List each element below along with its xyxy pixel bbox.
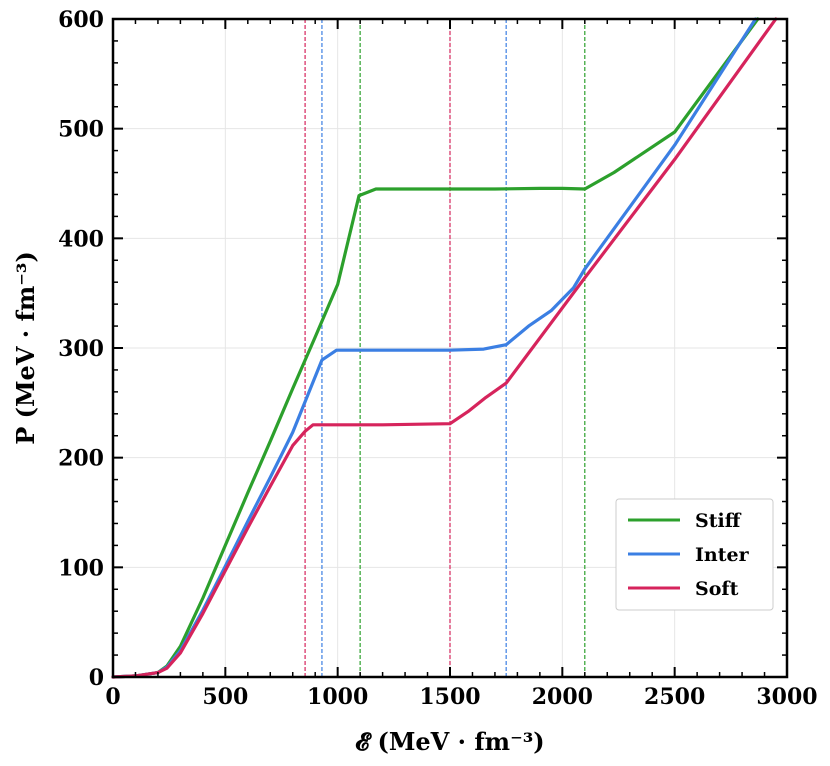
y-tick-label: 0 xyxy=(89,665,104,691)
x-tick-label: 2500 xyxy=(644,684,705,710)
x-tick-label: 500 xyxy=(202,684,248,710)
transition-lines xyxy=(304,19,586,677)
legend: Stiff Inter Soft xyxy=(615,498,774,611)
y-axis-label: P (MeV · fm⁻³) xyxy=(11,251,40,445)
series-lines xyxy=(111,17,778,679)
legend-box xyxy=(615,498,774,611)
x-tick-label: 0 xyxy=(105,684,120,710)
x-axis-label: 𝓔 (MeV · fm⁻³) xyxy=(355,727,544,756)
tick-labels: 0 500 1000 1500 2000 2500 3000 0 100 200 300 400 500… xyxy=(58,7,818,710)
x-tick-label: 1000 xyxy=(307,684,368,710)
plot-frame xyxy=(111,17,789,679)
y-tick-label: 400 xyxy=(58,226,104,252)
y-tick-label: 200 xyxy=(58,446,104,472)
series-line-soft xyxy=(111,17,778,679)
legend-label-stiff: Stiff xyxy=(695,510,742,532)
x-tick-label: 2000 xyxy=(532,684,593,710)
y-tick-label: 300 xyxy=(58,336,104,362)
x-tick-label: 3000 xyxy=(756,684,817,710)
x-tick-label: 1500 xyxy=(419,684,480,710)
y-tick-label: 600 xyxy=(58,7,104,33)
series-line-stiff xyxy=(111,17,760,679)
legend-label-soft: Soft xyxy=(695,578,739,600)
legend-label-inter: Inter xyxy=(695,544,750,566)
y-tick-label: 500 xyxy=(58,117,104,143)
y-tick-label: 100 xyxy=(58,555,104,581)
